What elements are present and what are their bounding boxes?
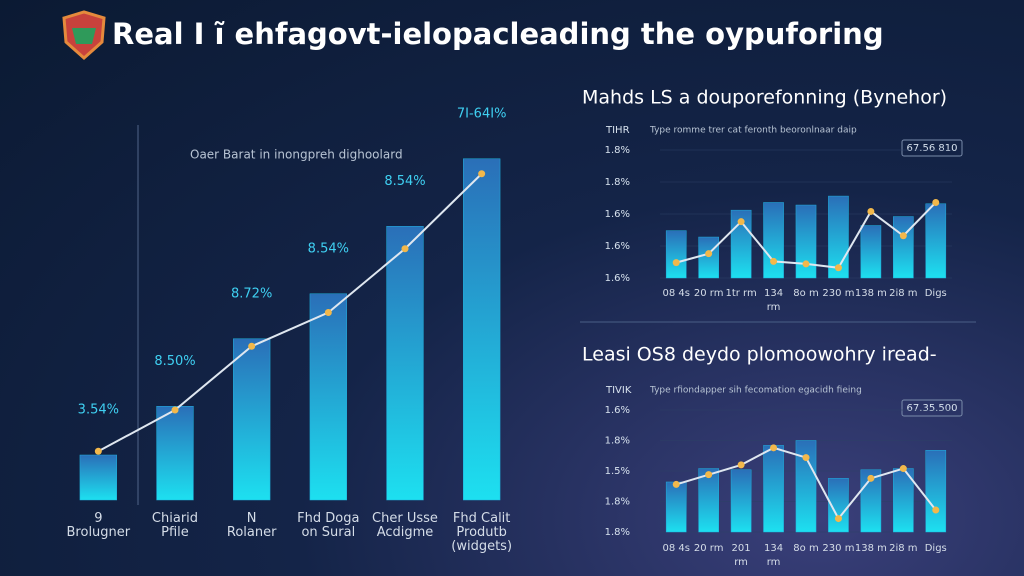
bar [665,481,687,533]
x-tick-label: 230 m [822,543,855,554]
chart-subtitle: Type romme trer cat feronth beoronlnaar … [649,126,857,136]
bar [730,469,752,533]
trend-marker [867,474,875,482]
bar [698,468,719,533]
trend-marker [401,245,409,253]
x-tick-label: 2i8 m [889,543,918,554]
x-tick-label: Digs [924,543,947,554]
bar [309,293,347,501]
x-tick-label: 138 m [854,543,887,554]
bar [925,450,947,533]
bar-annotation: 7I-64I% [457,106,507,121]
x-tick-label: 201 rm [731,543,751,568]
axis-label: TIHR [605,125,630,136]
bar [763,202,784,279]
trend-marker [802,454,810,462]
bar [233,338,271,501]
axis-label: TIVIK [605,385,632,396]
x-tick-label: Chiarid Pfile [151,511,199,540]
y-tick-label: 1.8% [605,436,630,447]
badge-box [901,139,963,157]
trend-marker [705,471,713,479]
x-tick-label: 2i8 m [889,288,918,299]
x-tick-label: 20 rm [693,543,724,554]
badge: 67.35.500 [907,403,958,414]
trend-marker [672,259,680,267]
trend-marker [770,444,778,452]
bar [795,204,817,279]
y-tick-label: 1.6% [605,273,630,284]
x-tick-label: 20 rm [693,288,724,299]
bar [795,440,817,533]
bar-annotation: 8.54% [308,241,349,256]
x-tick-label: 8o m [793,288,819,299]
x-tick-label: 08 4s [662,288,690,299]
x-tick-label: 230 m [822,288,855,299]
y-tick-label: 1.6% [605,241,630,252]
trend-marker [770,257,778,265]
x-tick-label: 134 rm [764,543,784,568]
x-tick-label: 138 m [854,288,887,299]
y-tick-label: 1.8% [605,497,630,508]
trend-marker [899,232,907,240]
bar [893,216,914,279]
bar [698,236,719,279]
badge-box [901,399,963,417]
chart-subtitle: Oaer Barat in inongpreh dighoolard [190,148,403,162]
trend-marker [834,515,842,523]
bar [156,406,194,501]
trend-marker [899,465,907,473]
bar [665,230,687,279]
x-tick-label: 9 Brolugner [66,511,131,540]
trend-marker [478,170,486,178]
bar [463,158,501,501]
trend-marker [705,250,713,258]
badge: 67.56 810 [907,143,958,154]
bar [925,203,947,279]
bar-annotation: 8.50% [154,354,195,369]
trend-marker [737,461,745,469]
trend-marker [94,447,102,455]
trend-marker [171,406,179,414]
x-tick-label: 134 rm [764,288,784,313]
chart-title: Mahds LS a douporefonning (Bynehor) [582,87,947,109]
bar-annotation: 8.54% [384,174,425,189]
x-tick-label: Cher Usse Acdigme [372,511,438,540]
x-tick-label: N Rolaner [226,511,277,540]
bar [763,445,784,533]
trend-marker [248,342,256,350]
x-tick-label: Fhd Calit Produtb (widgets) [451,511,513,554]
bar [860,225,882,279]
trend-marker [867,207,875,215]
x-tick-label: Digs [924,288,947,299]
chart-subtitle: Type rfiondapper sih fecomation egacidh … [649,386,862,396]
bar-annotation: 3.54% [78,403,119,418]
logo-inner [72,28,96,44]
chart-title: Leasi OS8 deydo plomoowohry iread- [582,344,937,366]
trend-marker [737,218,745,226]
trend-marker [834,264,842,272]
trend-marker [802,260,810,268]
y-tick-label: 1.8% [605,527,630,538]
bar [386,226,424,501]
trend-line [97,173,483,453]
trend-marker [672,480,680,488]
trend-marker [932,198,940,206]
page-title: Real I ĩ ehfagovt-ielopacleading the oyp… [112,17,884,51]
y-tick-label: 1.5% [605,466,630,477]
trend-marker [932,506,940,514]
trend-marker [324,309,332,316]
bar-annotation: 8.72% [231,286,272,301]
x-tick-label: 8o m [793,543,819,554]
y-tick-label: 1.8% [605,177,630,188]
y-tick-label: 1.8% [605,145,630,156]
x-tick-label: Fhd Doga on Sural [297,511,360,540]
y-tick-label: 1.6% [605,405,630,416]
x-tick-label: 1tr rm [725,288,757,299]
y-tick-label: 1.6% [605,209,630,220]
bar [79,454,117,501]
x-tick-label: 08 4s [662,543,690,554]
